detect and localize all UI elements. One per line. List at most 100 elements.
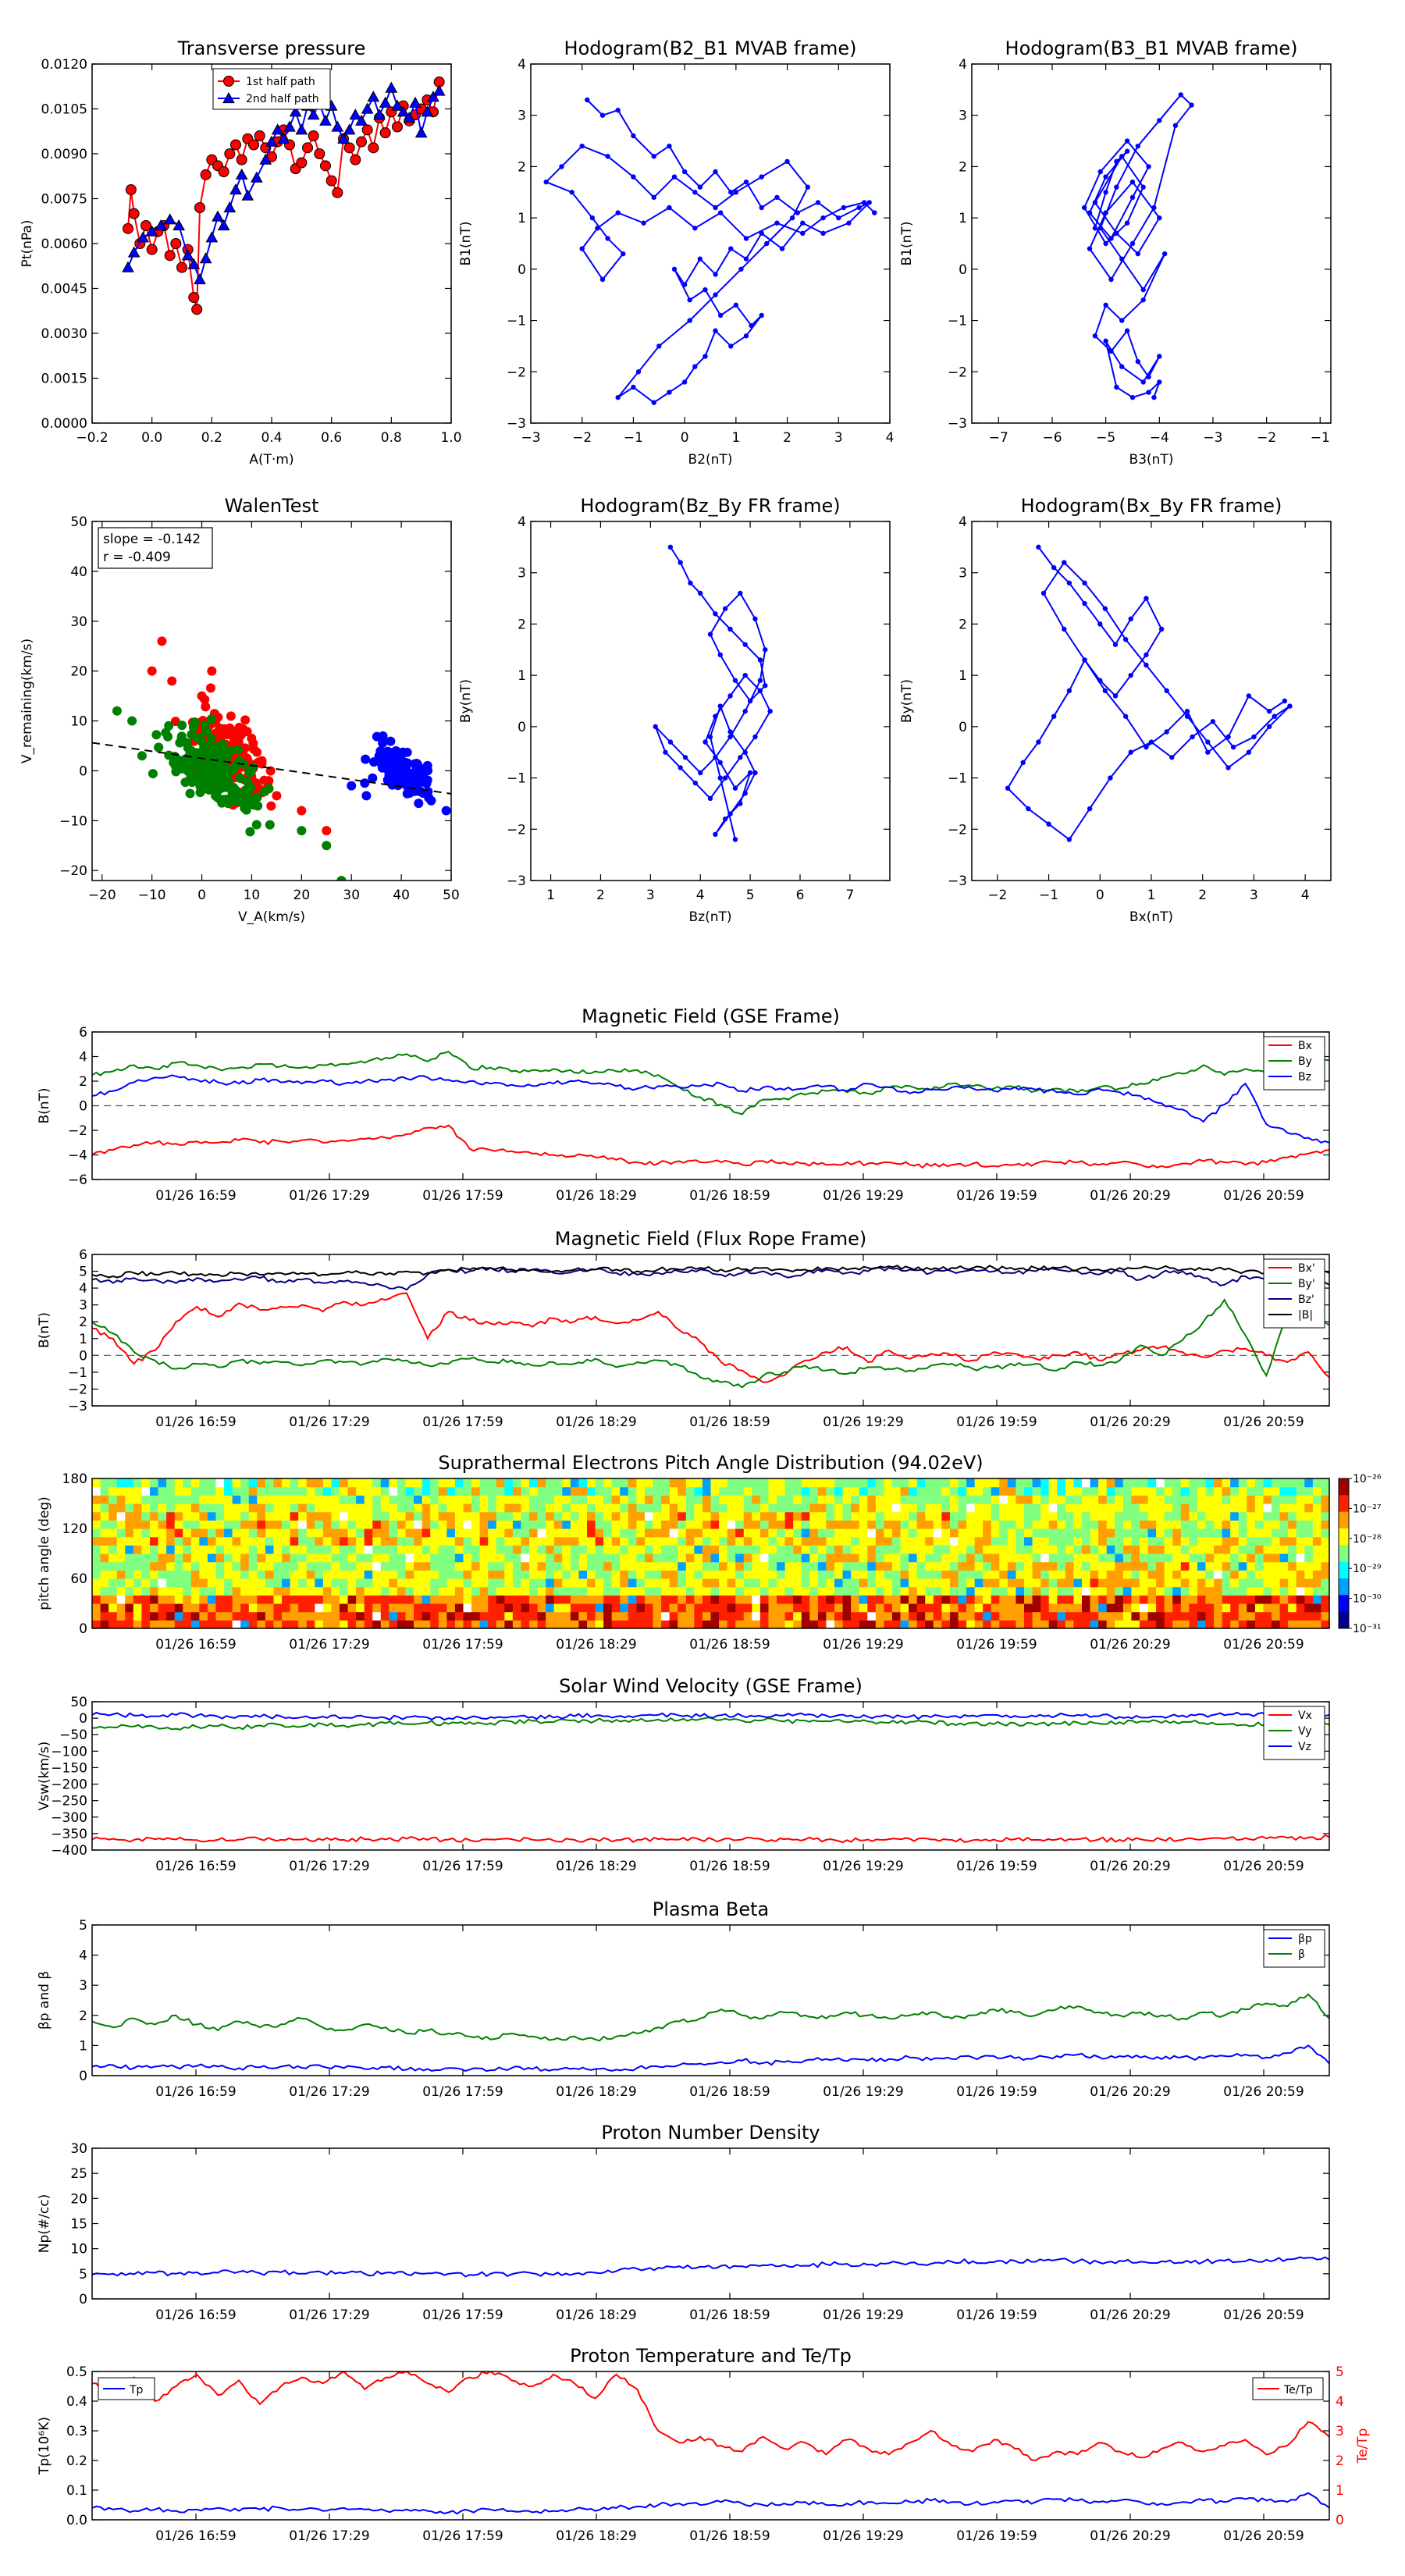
pitch-angle-cell xyxy=(702,1578,712,1588)
pitch-angle-cell xyxy=(207,1611,217,1621)
pitch-angle-cell xyxy=(240,1503,250,1513)
pitch-angle-cell xyxy=(1122,1495,1132,1504)
pitch-angle-cell xyxy=(215,1570,225,1579)
pitch-angle-cell xyxy=(1164,1611,1173,1621)
pitch-angle-cell xyxy=(422,1553,431,1563)
pitch-angle-colorbar-label: 10⁻³¹ xyxy=(1353,1623,1381,1635)
pitch-angle-cell xyxy=(784,1486,794,1496)
pitch-angle-cell xyxy=(488,1495,497,1504)
pitch-angle-cell xyxy=(92,1595,101,1604)
pitch-angle-cell xyxy=(1238,1570,1247,1579)
pitch-angle-cell xyxy=(512,1478,522,1488)
pitch-angle-cell xyxy=(183,1586,192,1596)
pitch-angle-cell xyxy=(1180,1511,1190,1521)
pitch-angle-cell xyxy=(1016,1611,1025,1621)
pitch-angle-cell xyxy=(521,1486,530,1496)
pitch-angle-cell xyxy=(389,1536,398,1546)
pitch-angle-cell xyxy=(801,1603,810,1613)
hodogram-bx-by-point xyxy=(1005,785,1011,791)
pitch-angle-cell xyxy=(1180,1553,1190,1563)
pitch-angle-cell xyxy=(133,1536,142,1546)
pitch-angle-colorbar-band xyxy=(1339,1561,1349,1579)
hodogram-bx-by-point xyxy=(1112,693,1119,699)
pitch-angle-cell xyxy=(1304,1586,1314,1596)
pitch-angle-cell xyxy=(644,1478,654,1488)
pitch-angle-cell xyxy=(166,1495,176,1504)
pitch-angle-cell xyxy=(372,1520,382,1529)
pitch-angle-cell xyxy=(1024,1553,1033,1563)
hodogram-bz-by-xtick-label: 7 xyxy=(845,888,854,903)
pitch-angle-cell xyxy=(1016,1553,1025,1563)
pitch-angle-cell xyxy=(273,1561,283,1571)
pitch-angle-cell xyxy=(1247,1520,1256,1529)
pitch-angle-cell xyxy=(215,1520,225,1529)
pitch-angle-cell xyxy=(974,1545,984,1554)
pitch-angle-cell xyxy=(1106,1536,1115,1546)
pitch-angle-cell xyxy=(875,1536,884,1546)
pitch-angle-cell xyxy=(891,1620,902,1628)
pitch-angle-cell xyxy=(784,1553,794,1563)
walen-test-point xyxy=(265,766,276,776)
pitch-angle-cell xyxy=(190,1578,200,1588)
hodogram-b2-b1-point xyxy=(589,215,596,221)
pitch-angle-cell xyxy=(1247,1611,1256,1621)
plasma-beta-legend-box xyxy=(1263,1929,1325,1968)
pitch-angle-cell xyxy=(909,1495,918,1504)
pitch-angle-cell xyxy=(1090,1603,1099,1613)
pitch-angle-cell xyxy=(949,1545,959,1554)
proton-temperature-series-Tp xyxy=(92,2492,1329,2515)
magnetic-field-fr-legend-label: Bz' xyxy=(1298,1293,1314,1306)
pitch-angle-cell xyxy=(504,1511,514,1521)
pitch-angle-cell xyxy=(405,1578,414,1588)
walen-test-point xyxy=(297,826,307,836)
hodogram-b2-b1-ytick-label: 2 xyxy=(518,159,526,175)
hodogram-b3-b1-point xyxy=(1103,240,1108,247)
pitch-angle-cell xyxy=(1048,1528,1058,1538)
walen-test-point xyxy=(183,767,194,777)
pitch-angle-cell xyxy=(595,1478,604,1488)
pitch-angle-cell xyxy=(141,1495,151,1504)
pitch-angle-cell xyxy=(133,1620,142,1628)
pitch-angle-cell xyxy=(1032,1553,1041,1563)
pitch-angle-cell xyxy=(248,1528,258,1538)
pitch-angle-cell xyxy=(232,1503,241,1513)
pitch-angle-cell xyxy=(521,1561,530,1571)
pitch-angle-cell xyxy=(116,1578,126,1588)
hodogram-b3-b1-point xyxy=(1140,286,1146,293)
pitch-angle-cell xyxy=(743,1611,752,1621)
pitch-angle-cell xyxy=(1230,1545,1240,1554)
hodogram-b2-b1-point xyxy=(717,210,724,215)
pitch-angle-cell xyxy=(644,1553,654,1563)
pitch-angle-cell xyxy=(298,1536,308,1546)
pitch-angle-cell xyxy=(916,1520,926,1529)
pitch-angle-cell xyxy=(727,1520,736,1529)
pitch-angle-cell xyxy=(1304,1528,1314,1538)
pitch-angle-cell xyxy=(694,1553,703,1563)
pitch-angle-cell xyxy=(694,1528,703,1538)
pitch-angle-cell xyxy=(1230,1578,1240,1588)
pitch-angle-cell xyxy=(331,1595,340,1604)
pitch-angle-cell xyxy=(1197,1511,1207,1521)
pitch-angle-cell xyxy=(578,1528,588,1538)
pitch-angle-cell xyxy=(562,1561,571,1571)
pitch-angle-cell xyxy=(512,1603,522,1613)
pitch-angle-cell xyxy=(752,1486,761,1496)
hodogram-bx-by-point xyxy=(1144,744,1149,750)
pitch-angle-cell xyxy=(1230,1611,1240,1621)
pitch-angle-cell xyxy=(784,1620,794,1628)
transverse-pressure-point xyxy=(223,201,237,213)
pitch-angle-cell xyxy=(133,1503,142,1513)
hodogram-b2-b1-xlabel: B2(nT) xyxy=(688,452,733,468)
hodogram-bx-by-ytick-label: 1 xyxy=(959,668,967,684)
pitch-angle-cell xyxy=(529,1495,539,1504)
pitch-angle-cell xyxy=(759,1561,770,1571)
pitch-angle-cell xyxy=(752,1545,761,1554)
pitch-angle-cell xyxy=(793,1520,802,1529)
pitch-angle-cell xyxy=(1007,1603,1017,1613)
pitch-angle-cell xyxy=(826,1486,835,1496)
pitch-angle-cell xyxy=(1321,1578,1329,1588)
pitch-angle-cell xyxy=(347,1553,357,1563)
pitch-angle-cell xyxy=(471,1528,481,1538)
pitch-angle-cell xyxy=(1296,1570,1305,1579)
pitch-angle-cell xyxy=(620,1553,629,1563)
